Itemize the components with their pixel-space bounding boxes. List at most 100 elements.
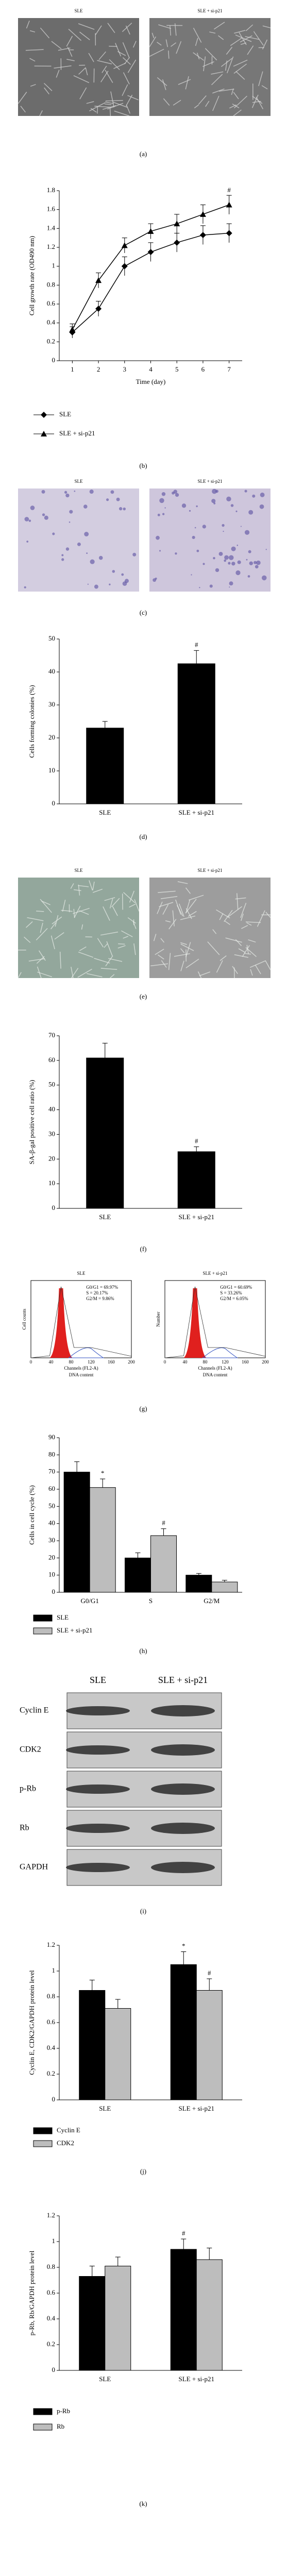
cell — [97, 106, 98, 114]
caption: DNA content — [203, 1372, 228, 1377]
panel-label: (c) — [140, 609, 147, 616]
colony — [119, 507, 123, 511]
cell — [188, 911, 197, 917]
colony — [116, 497, 120, 501]
colony — [44, 515, 48, 520]
cell — [231, 88, 234, 95]
colony — [248, 510, 254, 515]
colony — [222, 524, 225, 527]
blot-band — [66, 1745, 130, 1755]
cell — [109, 898, 113, 908]
colony — [159, 498, 164, 503]
cell — [170, 25, 172, 36]
annotation: # — [208, 1969, 211, 1977]
cell — [90, 108, 97, 113]
cell — [213, 22, 225, 30]
cell — [258, 71, 263, 87]
error-bar — [102, 721, 108, 728]
y-tick-label: 0.2 — [47, 2069, 55, 2077]
x-tick-label: 80 — [69, 1359, 74, 1365]
row-label: Rb — [20, 1824, 29, 1832]
cell — [40, 27, 50, 39]
colony — [61, 554, 64, 557]
colony — [83, 504, 88, 509]
y-tick-label: 70 — [48, 1031, 55, 1039]
cell — [205, 100, 210, 107]
phase-stat: G2/M = 6.05% — [220, 1296, 248, 1301]
cell — [30, 84, 36, 87]
micrograph — [149, 18, 271, 116]
cell — [233, 109, 242, 116]
cell — [165, 920, 171, 922]
marker — [147, 228, 154, 234]
y-tick-label: 1.6 — [47, 205, 56, 213]
column-header: SLE + si-p21 — [158, 1675, 208, 1685]
legend-label: CDK2 — [57, 2139, 74, 2147]
cell — [104, 103, 112, 105]
cell — [112, 906, 118, 916]
cell — [73, 75, 90, 83]
x-tick-label: G2/M — [204, 1597, 220, 1605]
colony — [181, 503, 187, 508]
bar — [177, 1151, 215, 1209]
cell — [218, 35, 224, 40]
cell — [226, 56, 234, 74]
x-tick-label: 160 — [242, 1359, 249, 1365]
cell — [228, 906, 242, 917]
x-tick-label: 80 — [203, 1359, 208, 1365]
colony — [247, 575, 250, 578]
panel-label: (i) — [140, 1907, 146, 1915]
error-bar — [89, 2266, 95, 2277]
colony — [112, 570, 115, 573]
colony — [235, 570, 241, 576]
cell — [242, 945, 250, 957]
cell — [36, 956, 45, 964]
cell — [107, 23, 115, 33]
bar — [150, 1535, 177, 1593]
colony — [196, 505, 198, 508]
y-tick-label: 0.4 — [47, 318, 56, 326]
cell — [43, 82, 53, 91]
colony — [109, 583, 111, 585]
bar — [63, 1472, 90, 1593]
colony — [215, 490, 218, 493]
y-tick-label: 30 — [48, 700, 55, 708]
colony — [87, 583, 89, 585]
cell — [28, 958, 45, 962]
y-tick-label: 10 — [48, 766, 55, 774]
cell — [77, 968, 92, 978]
cell — [37, 971, 53, 978]
cell — [86, 101, 94, 104]
bar — [79, 1990, 106, 2100]
cell — [235, 35, 252, 42]
cell — [104, 897, 115, 901]
blot-band — [151, 1744, 215, 1756]
cell — [36, 911, 44, 912]
cell — [211, 71, 224, 75]
cell — [40, 899, 52, 913]
colony — [124, 579, 129, 583]
cell — [104, 943, 108, 948]
cell — [20, 106, 26, 113]
y-tick-label: 0.6 — [47, 2288, 56, 2296]
colony — [175, 552, 177, 555]
colony — [84, 532, 89, 536]
cell — [117, 945, 126, 949]
legend-swatch — [33, 2408, 53, 2415]
error-bar — [181, 1951, 187, 1965]
y-tick-label: 1.2 — [47, 243, 55, 250]
legend-label: Rb — [57, 2422, 64, 2430]
cell — [24, 936, 31, 943]
blot-band — [66, 1784, 130, 1794]
cell — [79, 946, 87, 951]
y-tick-label: 0.2 — [47, 337, 55, 345]
cell — [170, 42, 177, 47]
marker — [226, 201, 232, 208]
cell — [203, 56, 206, 72]
colony — [255, 565, 259, 569]
cell — [94, 957, 110, 964]
colony — [246, 559, 248, 561]
y-tick-label: 1.8 — [47, 186, 55, 194]
cell — [105, 100, 123, 102]
y-tick-label: 1 — [52, 1966, 56, 1974]
